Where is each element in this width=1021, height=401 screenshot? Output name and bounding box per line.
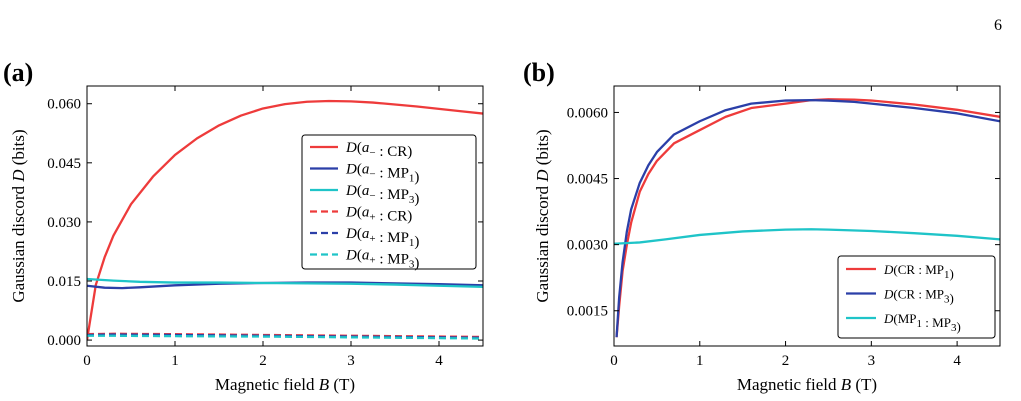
page-number: 6	[994, 17, 1002, 34]
series-line-1	[615, 98, 1000, 338]
x-tick-label: 3	[347, 353, 355, 369]
legend-box	[301, 134, 477, 270]
legend: D(CR : MP1) D(CR : MP3) D(MP1 : MP3)	[837, 255, 996, 339]
x-tick-label: 4	[435, 353, 443, 369]
y-tick-label: 0.0030	[567, 238, 608, 254]
plot-frame	[613, 85, 1001, 347]
panel-b: (b) 0 1 2 3 4 0.0015 0.0030 0.0045 0.0060 Magnetic…	[523, 58, 1001, 394]
x-axis-label: Magnetic field B (T)	[215, 375, 355, 394]
series-line-5	[87, 334, 483, 340]
legend: D(a− : CR)D(a− : MP1)D(a− : MP3)D(a+ : C…	[301, 134, 477, 272]
y-axis-label: Gaussian discord D (bits)	[9, 129, 28, 302]
legend-entry: D(a− : CR)	[345, 140, 412, 160]
y-tick-label: 0.015	[47, 274, 81, 290]
y-tick-label: 0.0060	[567, 105, 608, 121]
y-tick-label: 0.030	[47, 215, 81, 231]
legend-entry: D(a+ : CR)	[345, 205, 412, 225]
legend-entry: D(CR : MP3)	[883, 287, 954, 306]
series-group	[87, 99, 483, 341]
y-axis-label: Gaussian discord D (bits)	[533, 129, 552, 302]
x-tick-label: 4	[953, 353, 961, 369]
x-tick-label: 2	[782, 353, 790, 369]
series-line-0	[87, 99, 483, 341]
legend-entry: D(a− : MP1)	[345, 162, 419, 186]
x-axis-label: Magnetic field B (T)	[737, 375, 877, 394]
panel-label: (a)	[3, 58, 33, 87]
panel-label: (b)	[523, 58, 555, 87]
x-tick-label: 0	[610, 353, 618, 369]
legend-entry: D(a+ : MP3)	[345, 248, 419, 272]
series-line-2	[614, 228, 1000, 245]
panel-a: (a) 0 1 2 3 4 0.000 0.015 0.030 0.045 0.060 Magneti…	[3, 58, 484, 394]
x-tick-label: 1	[171, 353, 179, 369]
series-line-0	[615, 98, 1000, 338]
y-tick-label: 0.000	[47, 333, 81, 349]
legend-box	[837, 255, 996, 339]
legend-entry: D(a− : MP3)	[345, 183, 419, 207]
x-tick-label: 0	[83, 353, 91, 369]
y-tick-label: 0.0015	[567, 304, 608, 320]
x-tick-label: 2	[259, 353, 267, 369]
legend-entry: D(MP1 : MP3)	[883, 311, 961, 334]
y-tick-label: 0.045	[47, 156, 81, 172]
series-group	[614, 98, 1000, 338]
y-tick-label: 0.0045	[567, 172, 608, 188]
x-tick-label: 1	[696, 353, 704, 369]
legend-entry: D(CR : MP1)	[883, 262, 954, 281]
legend-entry: D(a+ : MP1)	[345, 226, 419, 250]
plot-frame	[86, 85, 484, 347]
x-tick-label: 3	[868, 353, 876, 369]
series-line-2	[87, 277, 483, 289]
y-tick-label: 0.060	[47, 97, 81, 113]
